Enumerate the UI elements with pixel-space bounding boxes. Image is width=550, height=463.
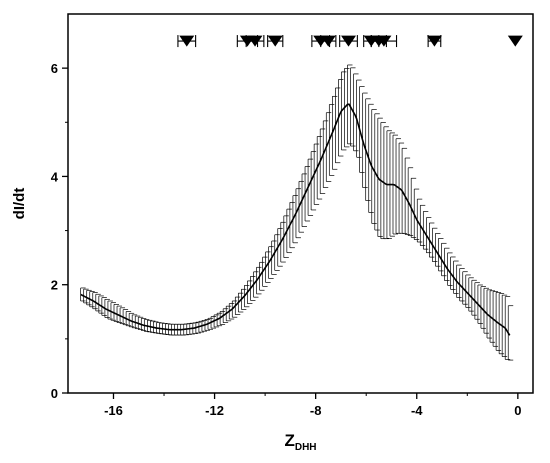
y-tick-label: 2 (51, 278, 58, 293)
x-tick-label: -4 (411, 403, 423, 418)
triangle-marker (320, 35, 336, 47)
triangle-marker (267, 35, 283, 47)
y-axis-label: dI/dt (11, 188, 28, 220)
plot-frame (67, 13, 534, 394)
marker-layer (177, 35, 523, 48)
y-tick-label: 0 (51, 386, 58, 401)
x-axis-label: ZDHH (284, 431, 316, 453)
triangle-marker (376, 35, 392, 47)
data-layer (80, 64, 514, 361)
triangle-marker (247, 35, 263, 47)
x-tick-label: 0 (514, 403, 521, 418)
triangle-marker (179, 35, 195, 47)
triangle-marker (426, 35, 442, 47)
series-line (80, 103, 511, 336)
x-tick-label: -8 (310, 403, 322, 418)
x-tick-label: -16 (104, 403, 123, 418)
triangle-marker (507, 35, 523, 47)
y-tick-label: 6 (51, 61, 58, 76)
triangle-marker (341, 35, 357, 47)
axis-layer: -16 -12 -8 -4 0 0 2 4 6 (51, 61, 522, 418)
y-tick-label: 4 (51, 169, 59, 184)
x-tick-label: -12 (205, 403, 224, 418)
